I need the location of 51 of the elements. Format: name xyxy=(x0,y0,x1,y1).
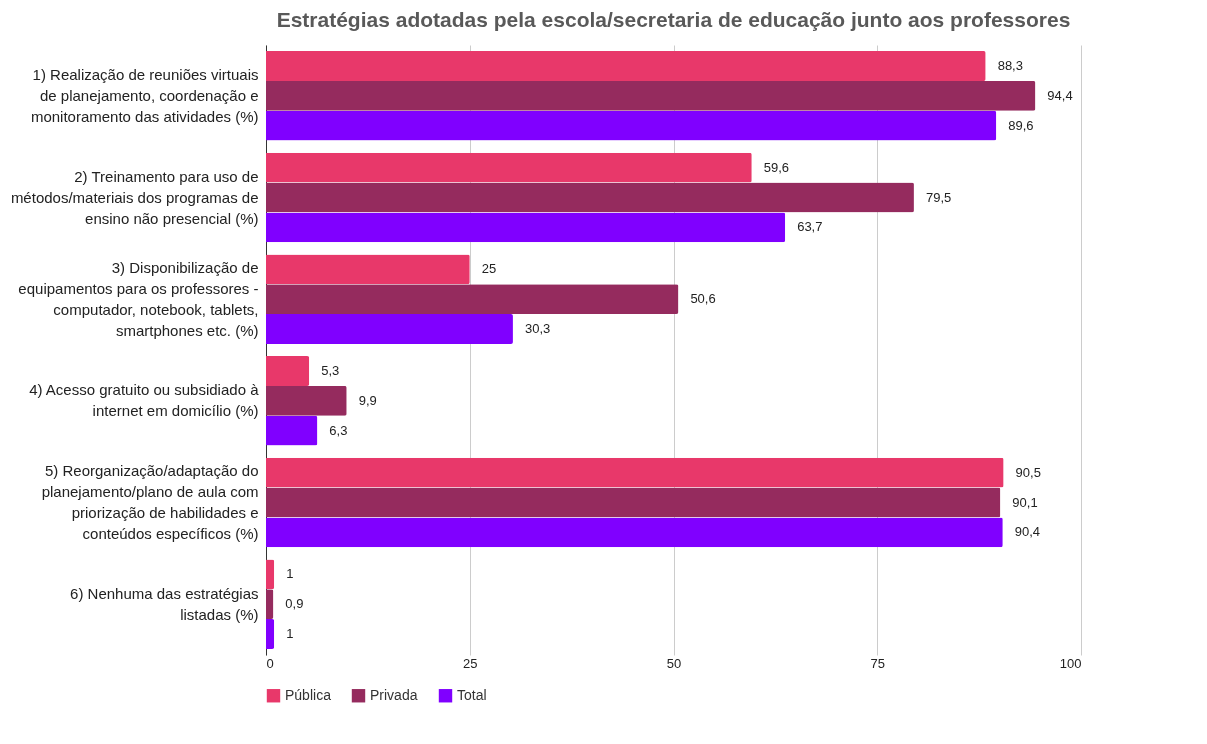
y-tick-label: 1) Realização de reuniões virtuais de planejamento, coordenação e monitoramento das atividades (%) xyxy=(30,65,259,125)
y-tick-label: 2) Treinamento para uso de métodos/materiais dos programas de ensino não presencial (%) xyxy=(10,167,259,227)
legend-label: Privada xyxy=(370,686,418,703)
bar xyxy=(266,559,275,590)
bar xyxy=(266,284,679,315)
data-label: 50,6 xyxy=(690,291,716,307)
data-label: 88,3 xyxy=(997,58,1023,74)
y-tick-label: 6) Nenhuma das estratégias listadas (%) xyxy=(70,584,259,623)
x-tick-label: 50 xyxy=(666,655,682,671)
bar xyxy=(266,182,914,213)
bar xyxy=(266,314,513,344)
data-label: 90,4 xyxy=(1014,524,1041,540)
bar xyxy=(266,152,752,183)
x-tick-label: 25 xyxy=(463,655,478,671)
bar xyxy=(266,517,1003,548)
bar xyxy=(266,457,1004,488)
chart-title: Estratégias adotadas pela escola/secretaria de educação junto aos professores xyxy=(276,8,1071,31)
bar xyxy=(266,212,786,243)
data-label: 59,6 xyxy=(763,159,790,175)
bar xyxy=(266,415,318,446)
y-tick-label: 3) Disponibilização de equipamentos para os professores - computador, notebook, tablets, smartphones etc. (%) xyxy=(18,258,259,339)
x-tick-label: 100 xyxy=(1059,655,1082,671)
data-label: 9,9 xyxy=(358,392,377,408)
data-label: 5,3 xyxy=(321,363,340,379)
y-tick-label: 5) Reorganização/adaptação do planejamento/plano de aula com priorização de habilidades e conteúdos específicos (%) xyxy=(41,462,259,542)
bar xyxy=(266,589,274,620)
bar xyxy=(266,110,997,141)
bar xyxy=(266,356,310,386)
data-label: 6,3 xyxy=(329,422,348,438)
bar xyxy=(266,80,1036,111)
data-label: 90,1 xyxy=(1012,494,1038,510)
legend-label: Total xyxy=(457,686,487,703)
data-label: 0,9 xyxy=(285,596,304,612)
x-tick-label: 75 xyxy=(870,655,885,671)
data-label: 94,4 xyxy=(1047,87,1073,103)
bar xyxy=(266,385,347,416)
data-label: 30,3 xyxy=(524,320,551,336)
data-label: 1 xyxy=(286,625,294,641)
legend-label: Pública xyxy=(285,686,332,703)
x-tick-label: 0 xyxy=(266,655,274,671)
data-label: 79,5 xyxy=(925,189,952,205)
data-label: 25 xyxy=(481,261,497,277)
data-label: 1 xyxy=(286,566,294,582)
bar xyxy=(266,254,470,285)
data-label: 63,7 xyxy=(797,219,823,235)
y-tick-label: 4) Acesso gratuito ou subsidiado à internet em domicílio (%) xyxy=(29,381,260,420)
bar xyxy=(266,487,1001,518)
data-label: 90,5 xyxy=(1015,464,1041,480)
bar xyxy=(266,619,275,649)
data-label: 89,6 xyxy=(1008,117,1034,133)
bar xyxy=(266,51,986,81)
